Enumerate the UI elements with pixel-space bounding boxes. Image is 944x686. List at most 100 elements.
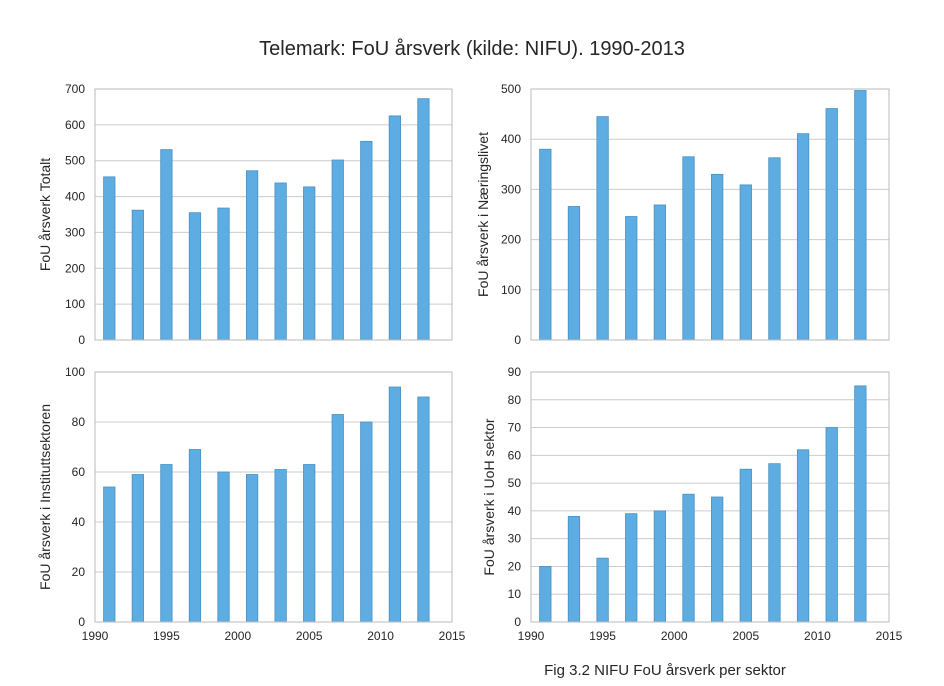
bar: [739, 468, 752, 623]
y-tick-label: 40: [508, 504, 522, 518]
bar: [653, 204, 667, 341]
y-tick-label: 500: [501, 82, 521, 96]
y-tick-label: 60: [72, 465, 86, 479]
bar: [217, 471, 230, 623]
bar: [539, 566, 552, 623]
bar: [739, 184, 752, 341]
y-tick-label: 700: [65, 82, 85, 96]
bar: [131, 474, 144, 623]
bar: [188, 212, 202, 341]
bar: [596, 557, 609, 623]
y-tick-label: 100: [65, 365, 85, 379]
y-tick-label: 20: [72, 565, 86, 579]
subplot-totalt: 0 100 200 300 400 500 600 700 FoU årsverk Totalt: [37, 82, 453, 347]
bar: [653, 510, 667, 623]
bar: [796, 449, 810, 623]
bar: [854, 385, 867, 623]
bar: [768, 463, 781, 623]
y-tick-label: 100: [65, 297, 85, 311]
bar: [274, 182, 287, 341]
bar: [417, 98, 430, 341]
bar: [539, 148, 552, 341]
axes-frame: [530, 371, 890, 623]
bar: [303, 464, 316, 623]
bar: [596, 116, 609, 341]
bar: [245, 170, 259, 341]
y-tick-label: 0: [78, 615, 85, 629]
bar: [131, 209, 144, 341]
y-tick-label: 30: [508, 532, 522, 546]
y-axis-label: FoU årsverk i Instituttsektoren: [37, 404, 53, 590]
y-tick-label: 0: [514, 333, 521, 347]
subplot-uoh: 0 10 20 30 40 50 60 70 80 90 1990 1995 2000 2005 2010 2…: [481, 365, 903, 643]
bar: [682, 156, 695, 341]
x-tick-label: 2005: [732, 629, 759, 643]
x-tick-label: 2000: [224, 629, 251, 643]
bar: [768, 157, 781, 341]
y-tick-label: 200: [501, 233, 521, 247]
bar: [245, 474, 259, 623]
x-tick-label: 2010: [367, 629, 394, 643]
y-tick-label: 50: [508, 476, 522, 490]
bar: [825, 427, 838, 623]
y-tick-label: 600: [65, 118, 85, 132]
x-tick-label: 1990: [82, 629, 109, 643]
y-tick-label: 20: [508, 559, 522, 573]
bar: [274, 469, 287, 623]
bar: [711, 496, 724, 623]
y-axis-label: FoU årsverk Totalt: [37, 158, 53, 271]
x-tick-label: 2000: [661, 629, 688, 643]
bar: [417, 396, 430, 623]
y-tick-label: 60: [508, 448, 522, 462]
y-tick-label: 100: [501, 283, 521, 297]
y-tick-label: 0: [78, 333, 85, 347]
bar: [217, 207, 230, 341]
y-tick-label: 500: [65, 154, 85, 168]
y-tick-label: 80: [508, 393, 522, 407]
y-tick-label: 400: [501, 132, 521, 146]
y-axis-label: FoU årsverk i UoH sektor: [481, 418, 497, 575]
bar: [711, 173, 724, 341]
y-tick-label: 70: [508, 421, 522, 435]
axes-frame: [530, 88, 890, 341]
bar: [160, 149, 173, 341]
y-tick-label: 40: [72, 515, 86, 529]
bar: [625, 513, 638, 623]
subplot-naeringslivet: 0 100 200 300 400 500 FoU årsverk i Næringsliv…: [475, 82, 890, 347]
x-tick-label: 1990: [518, 629, 545, 643]
bar: [103, 486, 116, 623]
bar: [303, 186, 316, 341]
bar: [854, 90, 867, 341]
bar: [388, 115, 401, 341]
bar: [188, 449, 202, 623]
axes-frame: [94, 88, 453, 341]
y-tick-label: 10: [508, 587, 522, 601]
y-tick-label: 0: [514, 615, 521, 629]
x-tick-label: 1995: [153, 629, 180, 643]
y-tick-label: 300: [501, 182, 521, 196]
x-tick-label: 2015: [876, 629, 903, 643]
bar: [388, 386, 401, 623]
x-tick-label: 1995: [589, 629, 616, 643]
bar: [796, 133, 810, 341]
bar: [331, 159, 344, 341]
bar: [825, 108, 838, 341]
y-tick-label: 80: [72, 415, 86, 429]
x-tick-label: 2015: [439, 629, 466, 643]
y-tick-label: 300: [65, 225, 85, 239]
bar: [103, 176, 116, 341]
bar: [360, 140, 373, 341]
y-tick-label: 90: [508, 365, 522, 379]
x-tick-label: 2010: [804, 629, 831, 643]
figure-caption: Fig 3.2 NIFU FoU årsverk per sektor: [544, 662, 786, 679]
y-tick-label: 200: [65, 261, 85, 275]
bar: [682, 493, 695, 623]
figure-title: Telemark: FoU årsverk (kilde: NIFU). 199…: [259, 38, 685, 60]
y-tick-label: 400: [65, 190, 85, 204]
bar: [625, 216, 638, 341]
subplot-instituttsektoren: 0 20 40 60 80 100 1990 1995 2000 2005 2010 2015 FoU …: [37, 365, 466, 643]
y-axis-label: FoU årsverk i Næringslivet: [475, 132, 491, 297]
axes-frame: [94, 371, 453, 623]
x-tick-label: 2005: [296, 629, 323, 643]
